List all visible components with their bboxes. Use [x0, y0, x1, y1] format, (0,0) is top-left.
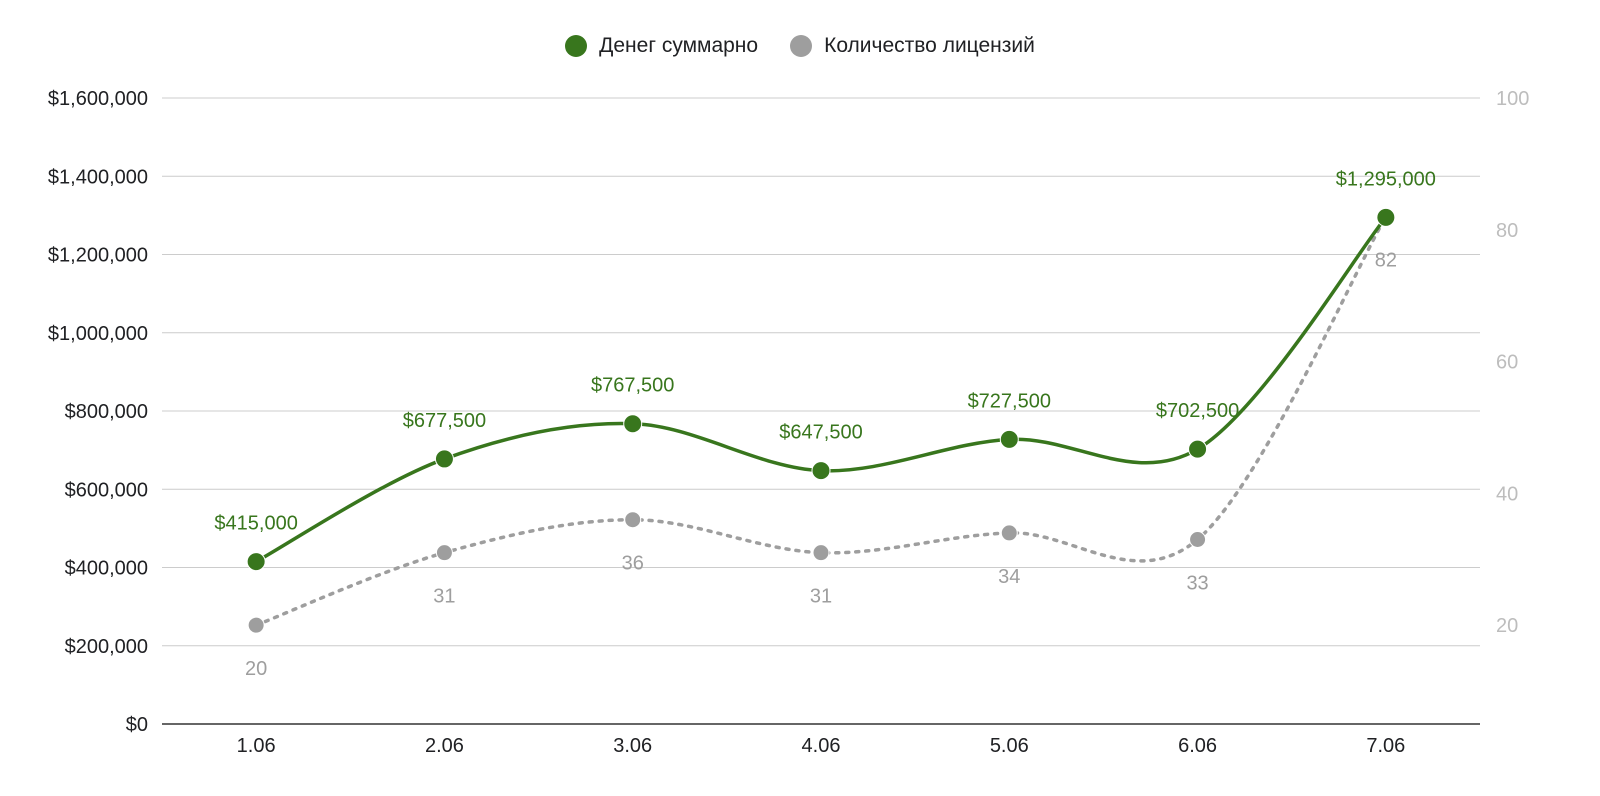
y-left-tick-label: $800,000 — [65, 401, 148, 423]
y-left-tick-label: $1,000,000 — [48, 323, 148, 345]
y-left-tick-label: $1,400,000 — [48, 166, 148, 188]
y-right-tick-label: 60 — [1496, 352, 1518, 374]
data-label-licenses: 31 — [810, 586, 832, 608]
legend-item-money[interactable]: Денег суммарно — [565, 34, 758, 58]
legend-item-licenses[interactable]: Количество лицензий — [790, 34, 1035, 58]
data-label-licenses: 34 — [998, 566, 1020, 588]
data-label-money: $415,000 — [214, 513, 297, 535]
x-tick-label: 4.06 — [802, 735, 841, 757]
y-left-tick-label: $400,000 — [65, 558, 148, 580]
data-point-licenses — [1189, 530, 1207, 548]
x-tick-label: 7.06 — [1366, 735, 1405, 757]
data-label-licenses: 31 — [433, 586, 455, 608]
data-point-licenses — [624, 511, 642, 529]
x-tick-label: 3.06 — [613, 735, 652, 757]
x-tick-label: 6.06 — [1178, 735, 1217, 757]
data-label-money: $1,295,000 — [1336, 168, 1436, 190]
x-tick-label: 2.06 — [425, 735, 464, 757]
data-point-licenses — [1000, 524, 1018, 542]
y-right-tick-label: 80 — [1496, 220, 1518, 242]
data-label-money: $702,500 — [1156, 400, 1239, 422]
y-right-tick-label: 40 — [1496, 483, 1518, 505]
x-tick-label: 5.06 — [990, 735, 1029, 757]
legend-label-licenses: Количество лицензий — [824, 34, 1035, 57]
data-label-licenses: 36 — [622, 553, 644, 575]
data-label-licenses: 82 — [1375, 250, 1397, 272]
legend-marker-money — [565, 35, 588, 57]
data-point-money — [999, 429, 1019, 449]
data-point-money — [434, 449, 454, 469]
chart-legend: Денег суммарно Количество лицензий — [0, 34, 1600, 58]
series-line-money — [255, 216, 1388, 564]
data-point-money — [1376, 207, 1396, 227]
legend-label-money: Денег суммарно — [599, 34, 759, 57]
data-point-money — [1188, 439, 1208, 459]
data-label-money: $727,500 — [968, 390, 1051, 412]
data-label-money: $647,500 — [779, 422, 862, 444]
y-left-tick-label: $600,000 — [65, 479, 148, 501]
data-label-licenses: 20 — [245, 658, 267, 680]
data-point-licenses — [812, 544, 830, 562]
legend-marker-licenses — [790, 35, 813, 57]
y-left-tick-label: $1,200,000 — [48, 245, 148, 267]
data-point-licenses — [247, 616, 265, 634]
data-point-licenses — [435, 544, 453, 562]
data-point-money — [623, 414, 643, 434]
data-label-money: $677,500 — [403, 410, 486, 432]
y-right-tick-label: 100 — [1496, 88, 1529, 110]
data-label-licenses: 33 — [1186, 572, 1208, 594]
x-tick-label: 1.06 — [237, 735, 276, 757]
data-label-money: $767,500 — [591, 375, 674, 397]
y-left-tick-label: $0 — [126, 714, 148, 736]
data-point-money — [246, 552, 266, 572]
data-point-money — [811, 461, 831, 481]
y-left-tick-label: $1,600,000 — [48, 88, 148, 110]
y-right-tick-label: 20 — [1496, 615, 1518, 637]
y-left-tick-label: $200,000 — [65, 636, 148, 658]
